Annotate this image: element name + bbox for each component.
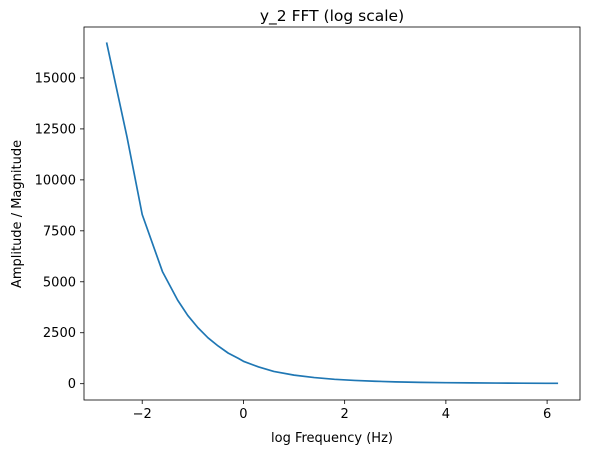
x-tick-label: −2 (133, 407, 152, 422)
x-tick-label: 6 (543, 407, 551, 422)
plot-frame (83, 26, 581, 401)
x-tick-label: 0 (239, 407, 247, 422)
plot-area (84, 27, 580, 400)
y-tick-label: 15000 (35, 71, 76, 86)
y-tick-label: 2500 (43, 326, 76, 341)
chart-title: y_2 FFT (log scale) (260, 7, 404, 26)
y-tick-label: 12500 (35, 122, 76, 137)
y-tick-label: 5000 (43, 275, 76, 290)
x-axis-label: log Frequency (Hz) (271, 431, 393, 446)
x-tick-label: 4 (442, 407, 450, 422)
y-axis-label: Amplitude / Magnitude (10, 140, 25, 288)
series-layer (105, 42, 559, 385)
y-tick-label: 0 (68, 377, 76, 392)
y-ticks: 0 2500 5000 7500 10000 12500 15000 (35, 71, 84, 392)
series-line-0 (105, 42, 559, 385)
x-tick-label: 2 (341, 407, 349, 422)
x-ticks: −2 0 2 4 6 (133, 400, 551, 422)
y-tick-label: 7500 (43, 224, 76, 239)
y-tick-label: 10000 (35, 173, 76, 188)
